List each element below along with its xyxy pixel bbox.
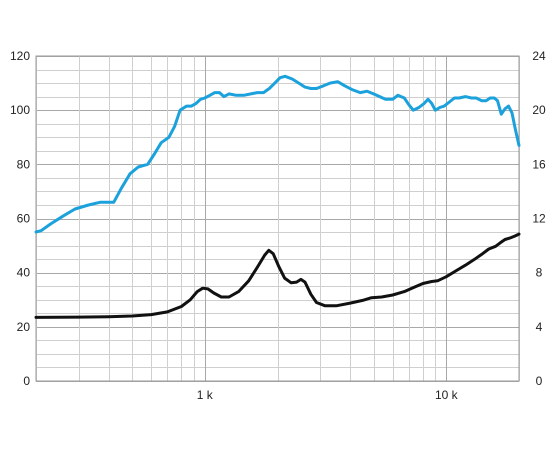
y-right-tick-label: 20 [532,103,546,117]
x-tick-label: 1 k [197,388,214,402]
y-left-tick-label: 0 [23,374,30,388]
y-right-tick-label: 0 [536,374,543,388]
y-right-tick-label: 4 [536,320,543,334]
right-axis: 0 4 8 12 16 20 24 [532,49,546,388]
y-left-tick-label: 20 [17,320,31,334]
plot-frame [35,55,520,382]
series-line-right-axis [34,232,521,319]
y-right-tick-label: 8 [536,266,543,280]
left-axis: 0 20 40 60 80 100 120 [10,49,30,388]
y-left-tick-label: 40 [17,266,31,280]
x-tick-label: 10 k [435,388,459,402]
series-line-left-axis [34,74,521,234]
y-left-tick-label: 120 [10,49,30,63]
y-right-tick-label: 12 [532,212,546,226]
y-right-tick-label: 16 [532,157,546,171]
y-left-tick-label: 80 [17,157,31,171]
y-left-tick-label: 60 [17,212,31,226]
y-left-tick-label: 100 [10,103,30,117]
series-layer [34,74,521,319]
y-right-tick-label: 24 [532,49,546,63]
x-axis: 1 k 10 k [197,388,459,402]
